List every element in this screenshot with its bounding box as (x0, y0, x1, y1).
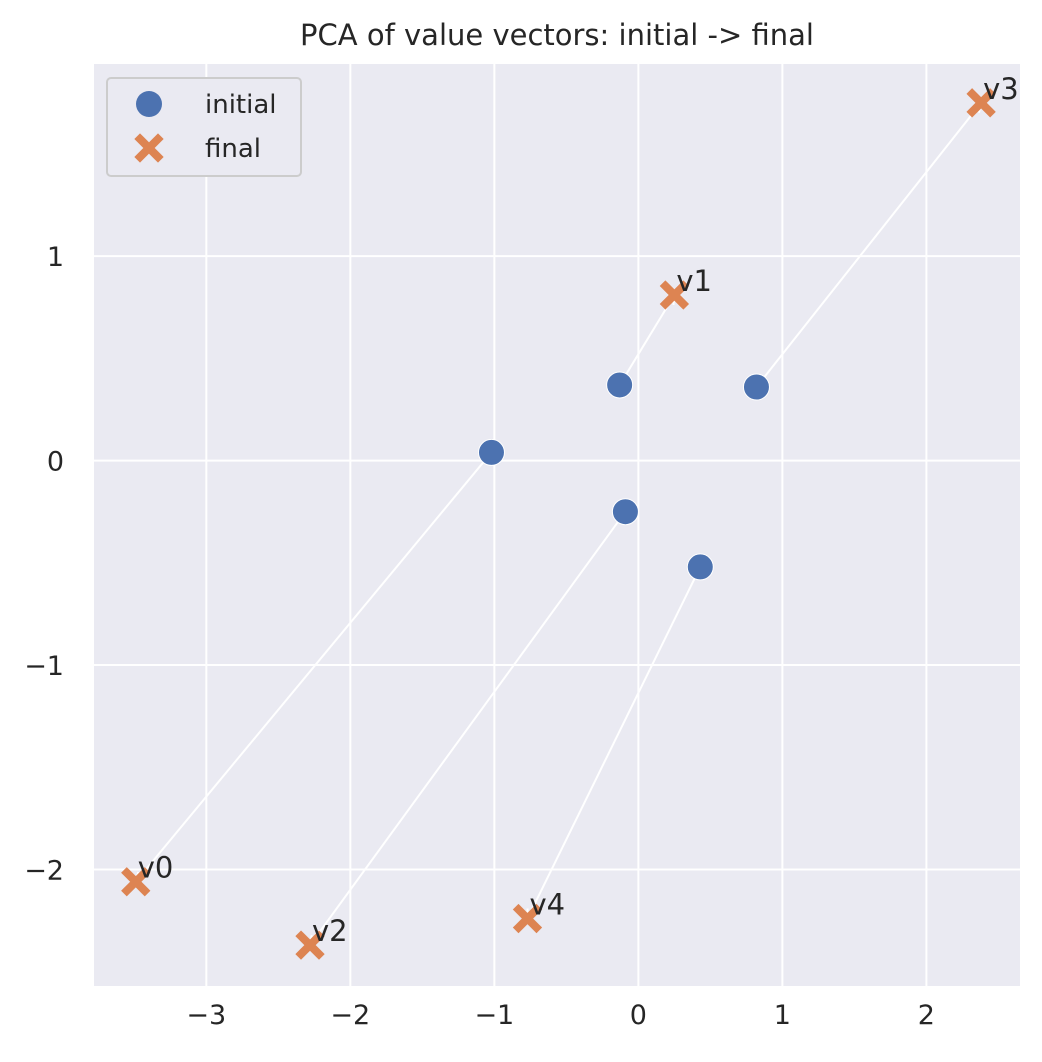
arrow-v0 (134, 451, 493, 883)
arrow-v1 (618, 294, 676, 386)
final-point-v4 (512, 903, 543, 934)
y-tick-label: 1 (47, 242, 64, 273)
point-label-v4: v4 (529, 888, 565, 922)
initial-point-v0 (477, 438, 505, 466)
final-point-v3 (966, 88, 996, 118)
point-label-v0: v0 (138, 851, 174, 885)
initial-point-v1 (606, 371, 634, 399)
initial-point-v3 (742, 373, 770, 401)
x-tick-label: −2 (330, 1000, 370, 1031)
legend: initial final (106, 77, 302, 177)
final-point-v1 (659, 280, 690, 310)
point-labels: v0 v1 v2 v3 v4 (138, 72, 1019, 948)
point-label-v1: v1 (676, 264, 712, 298)
legend-label-final: final (205, 134, 261, 164)
chart-title: PCA of value vectors: initial -> final (300, 18, 814, 52)
x-tick-label: −1 (474, 1000, 514, 1031)
y-tick-label: 0 (47, 447, 64, 478)
legend-label-initial: initial (205, 90, 277, 120)
grid (94, 64, 1020, 986)
point-label-v2: v2 (312, 914, 348, 948)
x-tick-label: −3 (186, 1000, 226, 1031)
final-point-v0 (121, 867, 151, 897)
initial-point-v4 (686, 553, 714, 581)
legend-marker-initial (136, 91, 162, 117)
arrow-v4 (526, 566, 702, 919)
initial-point-v2 (611, 498, 639, 526)
final-point-v2 (295, 930, 325, 960)
y-tick-label: −1 (24, 651, 64, 682)
x-tick-labels: −3 −2 −1 0 1 2 (186, 1000, 935, 1031)
legend-marker-final (134, 133, 164, 163)
point-label-v3: v3 (983, 72, 1019, 106)
y-tick-label: −2 (24, 855, 64, 886)
plot-area (94, 64, 1020, 986)
y-tick-labels: −2 −1 0 1 (24, 242, 64, 886)
arrow-v2 (309, 511, 627, 946)
x-tick-label: 0 (630, 1000, 647, 1031)
arrow-v3 (755, 102, 982, 388)
x-tick-label: 2 (918, 1000, 935, 1031)
x-tick-label: 1 (774, 1000, 791, 1031)
markers (121, 88, 996, 960)
